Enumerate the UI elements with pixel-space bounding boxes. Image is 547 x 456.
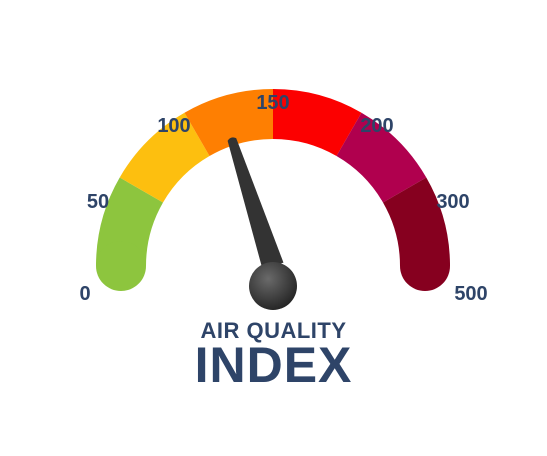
scale-label-200: 200 bbox=[360, 115, 393, 137]
title-index: INDEX bbox=[194, 337, 353, 393]
gauge-segment-4 bbox=[273, 89, 362, 157]
scale-label-500: 500 bbox=[454, 283, 487, 305]
gauge-needle bbox=[227, 137, 297, 310]
title-air-quality: AIR QUALITY bbox=[200, 318, 347, 343]
gauge-scale-labels: 0 50 100 150 200 300 500 bbox=[79, 92, 487, 305]
scale-label-0: 0 bbox=[79, 283, 90, 305]
needle-hub bbox=[249, 262, 297, 310]
gauge-cap-right bbox=[400, 241, 450, 291]
scale-label-150: 150 bbox=[256, 92, 289, 114]
gauge-segment-5 bbox=[336, 112, 427, 203]
scale-label-300: 300 bbox=[436, 191, 469, 213]
needle-pointer bbox=[227, 137, 284, 270]
gauge-segments bbox=[96, 89, 450, 291]
gauge-segment-3 bbox=[184, 89, 273, 157]
gauge-segment-2 bbox=[119, 112, 210, 203]
scale-label-50: 50 bbox=[87, 191, 109, 213]
gauge-cap-left bbox=[96, 241, 146, 291]
scale-label-100: 100 bbox=[157, 115, 190, 137]
